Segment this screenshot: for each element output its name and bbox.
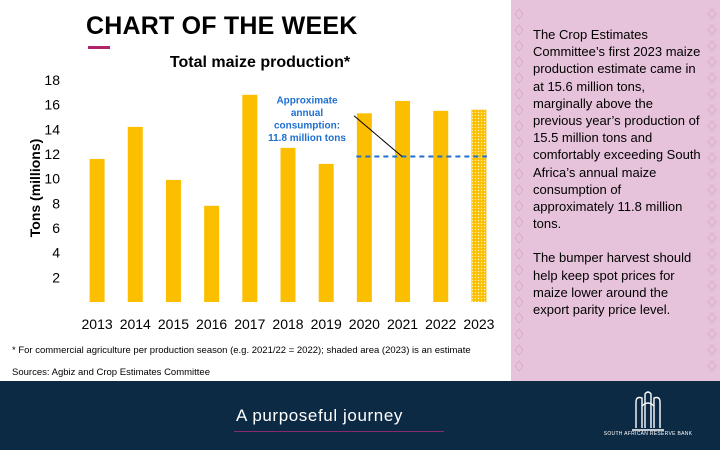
bar-2016 [204, 205, 220, 302]
chart-footnote: * For commercial agriculture per product… [12, 345, 471, 356]
logo-text: SOUTH AFRICAN RESERVE BANK [603, 431, 693, 437]
x-tick-label: 2017 [234, 316, 265, 332]
footer-bar [0, 381, 720, 450]
annotation-leader-line [353, 115, 403, 157]
footer-tagline: A purposeful journey [236, 406, 403, 425]
bar-2022 [433, 110, 449, 302]
bar-2017 [242, 94, 258, 302]
chart-sources: Sources: Agbiz and Crop Estimates Commit… [12, 367, 211, 378]
y-tick-label: 4 [52, 245, 60, 261]
bar-2023-estimate [471, 109, 487, 302]
commentary-text: The Crop Estimates Committee’s first 202… [533, 26, 705, 335]
consumption-annotation-line: Approximate [276, 95, 338, 106]
bar-2014 [127, 126, 143, 302]
x-tick-label: 2013 [82, 316, 113, 332]
consumption-annotation-line: consumption: [274, 120, 340, 131]
consumption-annotation-line: 11.8 million tons [268, 133, 346, 144]
y-tick-label: 8 [52, 195, 60, 211]
y-axis-label-group: Tons (millions) [27, 139, 43, 238]
y-axis-label: Tons (millions) [27, 139, 43, 238]
x-tick-label: 2018 [272, 316, 303, 332]
sarb-logo-icon [632, 391, 664, 431]
chart-title: Total maize production* [169, 54, 351, 71]
commentary-paragraph-1: The Crop Estimates Committee’s first 202… [533, 27, 701, 232]
bar-2015 [165, 179, 181, 302]
y-tick-label: 16 [44, 97, 60, 113]
bar-2019 [318, 163, 334, 302]
y-tick-label: 10 [44, 171, 60, 187]
y-tick-label: 12 [44, 146, 60, 162]
x-tick-label: 2020 [349, 316, 380, 332]
commentary-paragraph-2: The bumper harvest should help keep spot… [533, 250, 692, 318]
x-tick-label: 2015 [158, 316, 189, 332]
bar-2018 [280, 147, 296, 302]
y-tick-label: 2 [52, 269, 60, 285]
maize-production-chart: Tons (millions) 2 4 6 8 10 12 14 16 18 2013 2014 2… [27, 72, 495, 332]
title-accent-bar [88, 46, 110, 49]
consumption-annotation-line: annual [291, 108, 323, 119]
x-tick-label: 2016 [196, 316, 227, 332]
sidebar-right-pattern [707, 8, 717, 372]
bar-2020 [356, 113, 372, 302]
x-tick-label: 2022 [425, 316, 456, 332]
page-title: CHART OF THE WEEK [86, 12, 358, 40]
x-tick-label: 2023 [463, 316, 494, 332]
commentary-sidebar [511, 0, 720, 381]
tagline-underline [234, 431, 444, 432]
y-tick-label: 18 [44, 72, 60, 88]
x-tick-label: 2021 [387, 316, 418, 332]
x-tick-label: 2014 [120, 316, 151, 332]
sidebar-left-pattern [514, 8, 524, 372]
bar-2021 [395, 100, 411, 302]
y-tick-label: 14 [44, 121, 60, 137]
x-tick-label: 2019 [311, 316, 342, 332]
bar-2013 [89, 158, 105, 302]
y-tick-label: 6 [52, 220, 60, 236]
